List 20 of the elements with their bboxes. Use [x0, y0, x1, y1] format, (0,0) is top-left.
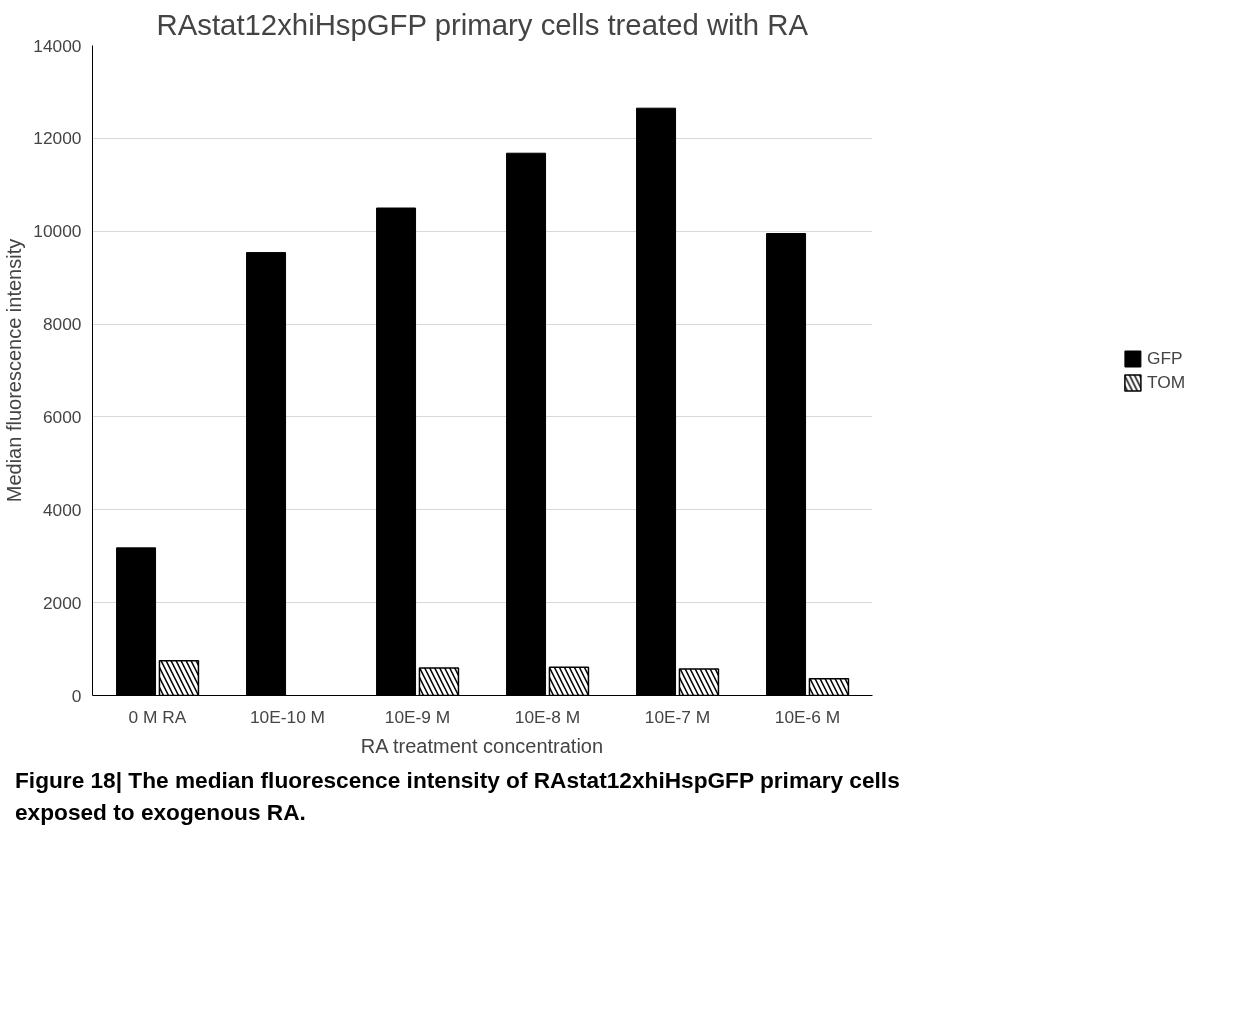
legend-label: GFP [1146, 347, 1183, 369]
y-tick-label: 4000 [42, 499, 82, 520]
y-tick-label: 8000 [42, 314, 82, 335]
x-tick-label: 10E-9 M [384, 706, 451, 727]
legend-label: TOM [1146, 371, 1186, 393]
x-tick-label: 10E-7 M [644, 706, 711, 727]
x-tick-label: 0 M RA [128, 706, 187, 727]
y-axis-title: Median fluorescence intensity [3, 238, 26, 503]
y-tick-label: 14000 [33, 35, 82, 56]
y-tick-label: 10000 [33, 221, 82, 242]
y-tick-label: 2000 [42, 592, 82, 613]
x-tick-label: 10E-6 M [774, 706, 841, 727]
y-tick-label: 12000 [33, 128, 82, 149]
caption: Figure 18| The median fluorescence intensity of RAstat12xhiHspGFP primary cells exposed to exogenous RA. [15, 766, 901, 828]
x-axis-title: RA treatment concentration [360, 734, 604, 757]
x-tick-label: 10E-10 M [249, 706, 326, 727]
y-tick-label: 0 [71, 685, 82, 706]
y-tick-label: 6000 [42, 406, 82, 427]
x-tick-label: 10E-8 M [514, 706, 581, 727]
chart-title: RAstat12xhiHspGFP primary cells treated with RA [156, 7, 809, 41]
